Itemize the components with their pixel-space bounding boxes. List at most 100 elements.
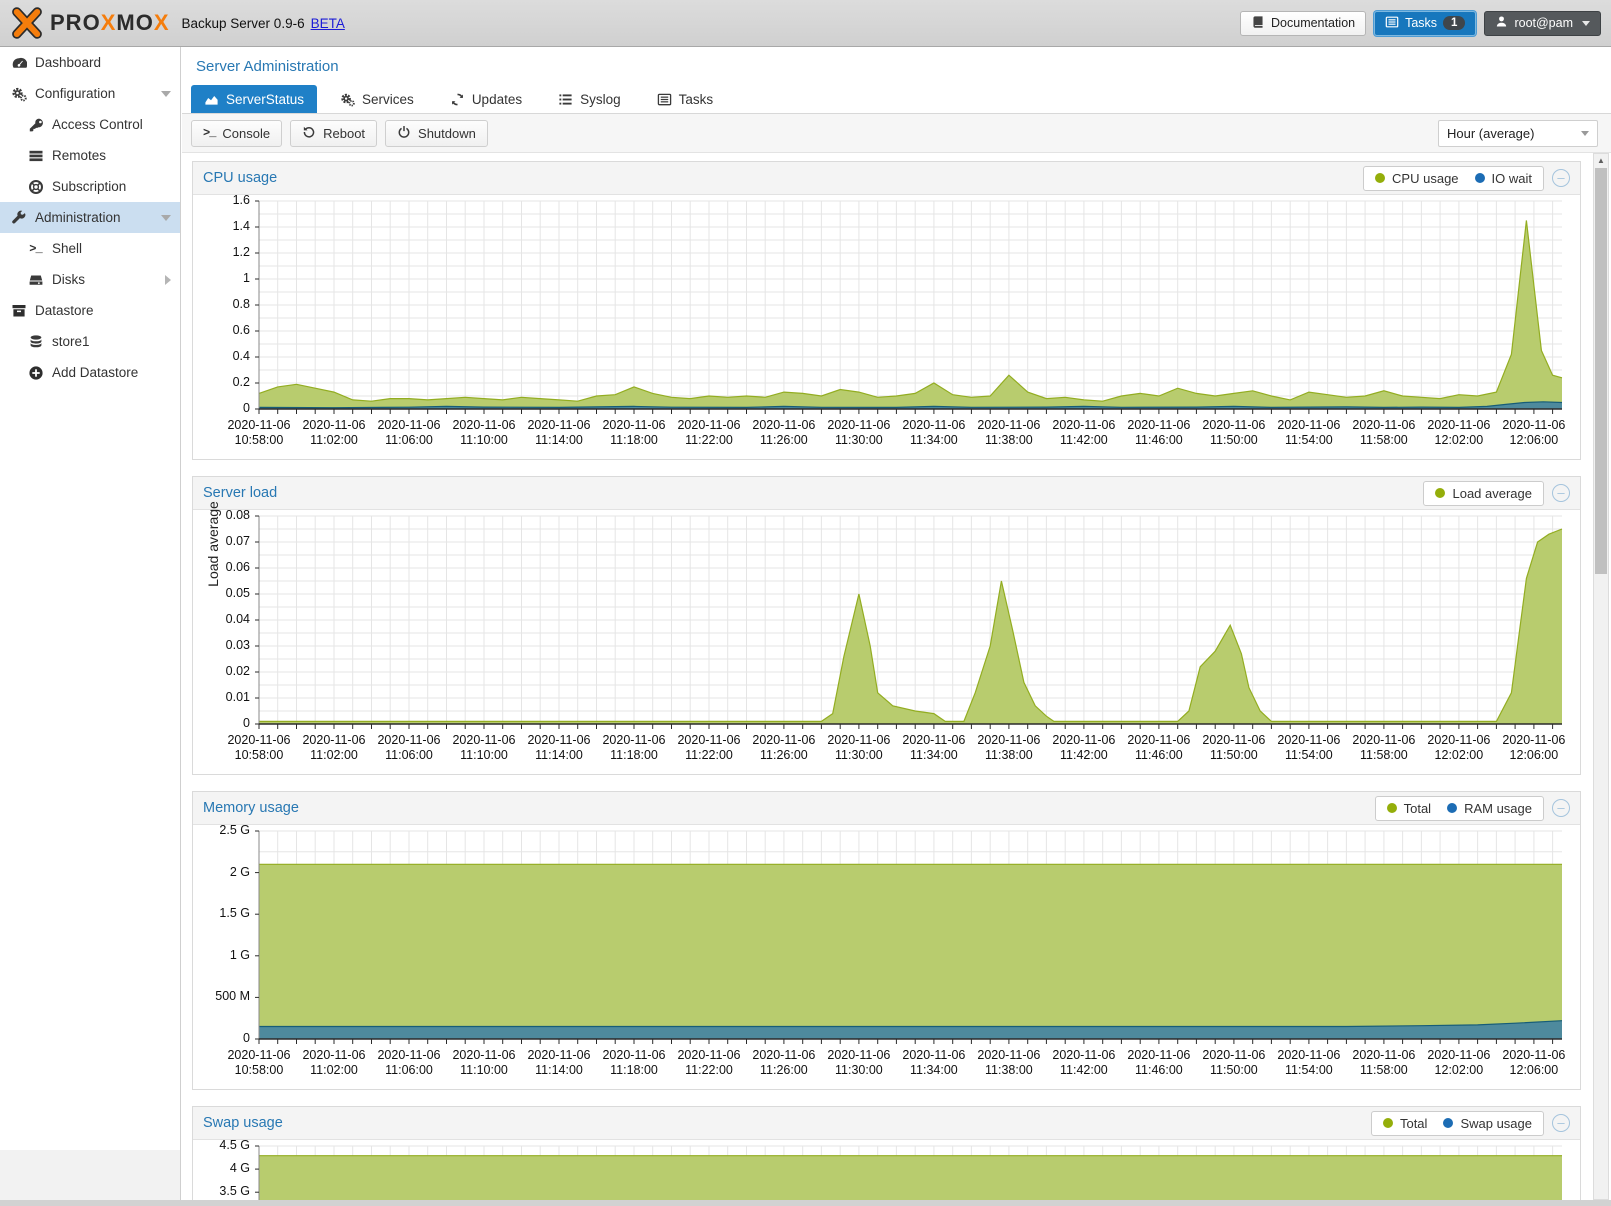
logo-wordmark: PROXMOX	[50, 10, 170, 35]
server-load-chart: 0.08 0.07 0.06 0.05 0.04 0.03 0.02 0.01 0 2020-11…	[205, 501, 1566, 762]
disk-drive-icon	[27, 271, 44, 288]
list-icon	[558, 92, 573, 107]
chevron-down-icon	[161, 214, 171, 221]
server-toolbar: >_ Console Reboot Shutdown Hour (average…	[182, 114, 1611, 153]
panel-title: Swap usage	[203, 1115, 283, 1131]
server-load-panel: Server load Load average – 0.08 0.07 0.06 0…	[192, 476, 1581, 775]
page-title: Server Administration	[196, 57, 339, 75]
scroll-up-arrow[interactable]: ▲	[1597, 156, 1605, 165]
top-header-bar: PROXMOX Backup Server 0.9-6 BETA Documen…	[0, 0, 1611, 47]
terminal-icon: >_	[29, 241, 42, 256]
sidebar-item-configuration[interactable]: Configuration	[0, 78, 180, 109]
chevron-down-icon	[1582, 20, 1590, 26]
collapse-panel-button[interactable]: –	[1552, 484, 1570, 502]
legend-item-cpu-usage[interactable]: CPU usage	[1375, 171, 1459, 186]
sidebar-item-subscription[interactable]: Subscription	[0, 171, 180, 202]
user-menu-button[interactable]: root@pam	[1484, 10, 1601, 36]
undo-icon	[302, 125, 316, 142]
tab-services[interactable]: Services	[327, 85, 427, 113]
legend: Load average	[1423, 480, 1544, 506]
sidebar-item-dashboard[interactable]: Dashboard	[0, 47, 180, 78]
gauge-icon	[10, 54, 27, 71]
gears-icon	[340, 92, 355, 107]
legend-dot	[1435, 488, 1446, 498]
chevron-right-icon	[165, 274, 171, 285]
legend-item-swap-usage[interactable]: Swap usage	[1443, 1116, 1532, 1131]
sidebar-item-datastore[interactable]: Datastore	[0, 295, 180, 326]
legend-dot	[1382, 1118, 1393, 1128]
legend: Total Swap usage	[1370, 1110, 1544, 1136]
sidebar-footer	[0, 1150, 180, 1206]
list-bars-icon	[27, 147, 44, 164]
terminal-icon: >_	[203, 126, 216, 140]
collapse-panel-button[interactable]: –	[1552, 169, 1570, 187]
panel-title: CPU usage	[203, 170, 278, 186]
shutdown-button[interactable]: Shutdown	[385, 119, 488, 147]
legend: CPU usage IO wait	[1363, 165, 1544, 191]
timeframe-select[interactable]: Hour (average)	[1438, 119, 1598, 147]
legend-dot	[1474, 173, 1485, 183]
tab-updates[interactable]: Updates	[437, 85, 535, 113]
chevron-down-icon	[1581, 130, 1589, 136]
proxmox-x-icon	[12, 7, 42, 39]
sidebar-item-administration[interactable]: Administration	[0, 202, 180, 233]
panel-title: Memory usage	[203, 800, 299, 816]
legend-item-total[interactable]: Total	[1386, 801, 1431, 816]
proxmox-logo: PROXMOX	[10, 6, 170, 40]
tasks-list-icon	[1385, 15, 1399, 32]
tasks-button[interactable]: Tasks 1	[1374, 10, 1477, 36]
legend-dot	[1386, 803, 1397, 813]
collapse-panel-button[interactable]: –	[1552, 1114, 1570, 1132]
panel-title: Server load	[203, 485, 278, 501]
cpu-usage-chart: 1.6 1.4 1.2 1 0.8 0.6 0.4 0.2 0 2020-11-06 10:58:0…	[227, 193, 1566, 447]
console-button[interactable]: >_ Console	[191, 119, 283, 147]
sidebar-item-store1[interactable]: store1	[0, 326, 180, 357]
life-ring-icon	[27, 178, 44, 195]
wrench-icon	[10, 209, 27, 226]
documentation-button[interactable]: Documentation	[1240, 10, 1367, 36]
reboot-button[interactable]: Reboot	[290, 119, 378, 147]
tab-tasks[interactable]: Tasks	[644, 85, 727, 113]
sidebar-item-add-datastore[interactable]: Add Datastore	[0, 357, 180, 388]
sidebar-item-remotes[interactable]: Remotes	[0, 140, 180, 171]
legend-dot	[1375, 173, 1386, 183]
window-bottom-edge	[0, 1200, 1611, 1206]
legend-item-total[interactable]: Total	[1382, 1116, 1427, 1131]
sidebar-nav: Dashboard Configuration Access Control R…	[0, 47, 181, 1206]
power-icon	[397, 125, 411, 142]
cpu-usage-panel: CPU usage CPU usage IO wait – 1.6 1.4 1.2 1…	[192, 161, 1581, 460]
app-title: Backup Server 0.9-6	[181, 15, 305, 31]
user-icon	[1495, 15, 1508, 31]
scrollbar-thumb[interactable]	[1595, 168, 1607, 574]
beta-link[interactable]: BETA	[310, 15, 345, 31]
legend-item-load-average[interactable]: Load average	[1435, 486, 1532, 501]
legend: Total RAM usage	[1374, 795, 1544, 821]
tab-syslog[interactable]: Syslog	[545, 85, 634, 113]
list-alt-icon	[657, 92, 672, 107]
legend-dot	[1443, 1118, 1454, 1128]
tasks-count-badge: 1	[1443, 16, 1466, 30]
sidebar-item-shell[interactable]: >_ Shell	[0, 233, 180, 264]
gears-icon	[10, 85, 27, 102]
legend-dot	[1447, 803, 1458, 813]
legend-item-ram-usage[interactable]: RAM usage	[1447, 801, 1532, 816]
refresh-icon	[450, 92, 465, 107]
archive-box-icon	[10, 302, 27, 319]
legend-item-io-wait[interactable]: IO wait	[1474, 171, 1532, 186]
tab-serverstatus[interactable]: ServerStatus	[191, 85, 318, 113]
collapse-panel-button[interactable]: –	[1552, 799, 1570, 817]
area-chart-icon	[204, 92, 219, 107]
charts-scroll-area: CPU usage CPU usage IO wait – 1.6 1.4 1.2 1…	[182, 153, 1611, 1206]
main-area: Server Administration ServerStatus Servi…	[182, 47, 1611, 1206]
vertical-scrollbar[interactable]: ▲	[1593, 153, 1609, 1200]
key-icon	[27, 116, 44, 133]
plus-circle-icon	[27, 364, 44, 381]
sidebar-item-access-control[interactable]: Access Control	[0, 109, 180, 140]
chevron-down-icon	[161, 90, 171, 97]
sidebar-item-disks[interactable]: Disks	[0, 264, 180, 295]
database-icon	[27, 333, 44, 350]
